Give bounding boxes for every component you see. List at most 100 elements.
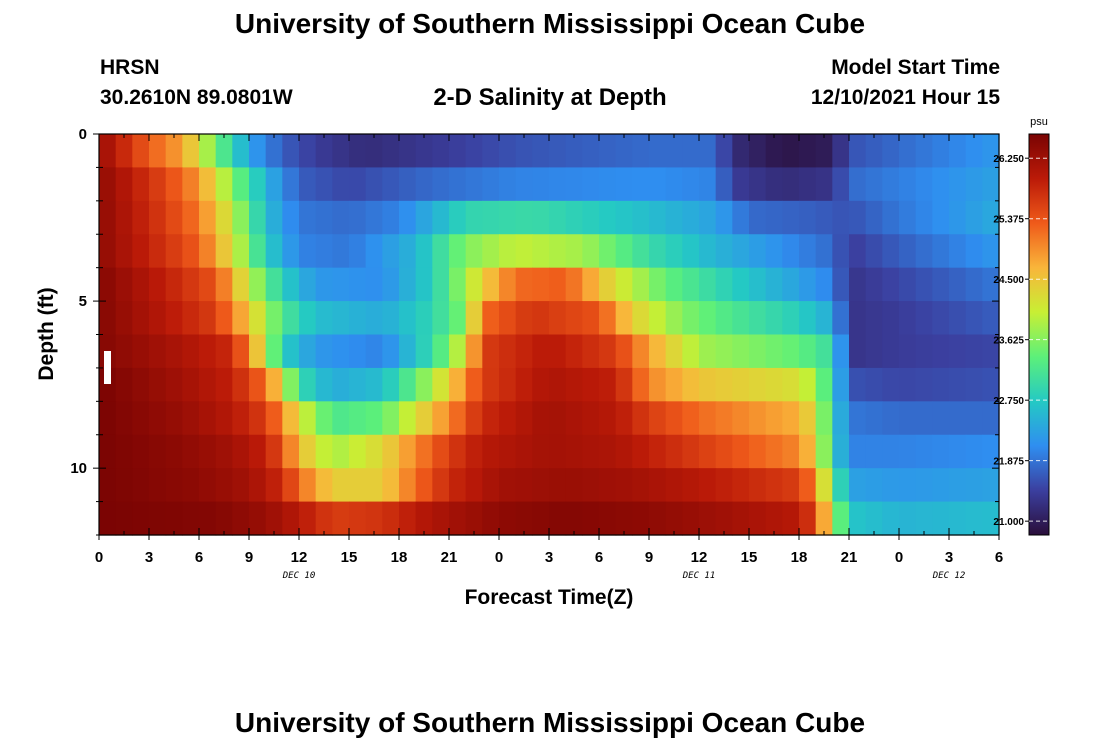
heatmap-cell (915, 501, 933, 536)
heatmap-cell (532, 200, 550, 235)
heatmap-cell (949, 301, 967, 336)
heatmap-cell (615, 200, 633, 235)
heatmap-cell (865, 267, 883, 302)
heatmap-cell (315, 234, 333, 269)
heatmap-cell (515, 134, 533, 169)
heatmap-cell (332, 367, 350, 402)
heatmap-cell (782, 301, 800, 336)
heatmap-cell (532, 434, 550, 469)
heatmap-cell (432, 167, 450, 202)
heatmap-cell (899, 434, 917, 469)
heatmap-cell (265, 200, 283, 235)
heatmap-cell (382, 401, 400, 436)
heatmap-cell (199, 134, 217, 169)
heatmap-cell (632, 301, 650, 336)
heatmap-cell (99, 401, 117, 436)
heatmap-cell (382, 468, 400, 503)
heatmap-cell (665, 468, 683, 503)
heatmap-cell (982, 434, 1000, 469)
heatmap-cell (899, 200, 917, 235)
heatmap-cell (549, 501, 567, 536)
heatmap-cell (199, 367, 217, 402)
heatmap-cell (699, 301, 717, 336)
heatmap-cell (182, 200, 200, 235)
heatmap-cell (665, 167, 683, 202)
heatmap-cell (565, 367, 583, 402)
heatmap-cell (665, 401, 683, 436)
heatmap-cell (132, 167, 150, 202)
heatmap-cell (432, 267, 450, 302)
heatmap-cell (482, 334, 500, 369)
x-tick-label: 3 (545, 549, 553, 566)
heatmap-cell (199, 434, 217, 469)
heatmap-cell (665, 334, 683, 369)
heatmap-cell (465, 234, 483, 269)
heatmap-cell (499, 167, 517, 202)
heatmap-cell (482, 167, 500, 202)
heatmap-cell (632, 134, 650, 169)
heatmap-cell (299, 200, 317, 235)
heatmap-cell (482, 267, 500, 302)
heatmap-cell (132, 334, 150, 369)
heatmap-cell (682, 301, 700, 336)
heatmap-cell (432, 134, 450, 169)
heatmap-cell (815, 167, 833, 202)
heatmap-cell (549, 134, 567, 169)
heatmap-cell (232, 234, 250, 269)
heatmap-cell (749, 334, 767, 369)
heatmap-cell (249, 468, 267, 503)
heatmap-cell (599, 401, 617, 436)
heatmap-cell (532, 367, 550, 402)
heatmap-cell (732, 301, 750, 336)
date-label: DEC 12 (932, 571, 966, 581)
heatmap-cell (582, 267, 600, 302)
heatmap-cell (882, 167, 900, 202)
heatmap-cell (732, 134, 750, 169)
x-tick-label: 3 (145, 549, 153, 566)
heatmap-cell (315, 367, 333, 402)
heatmap-cell (915, 468, 933, 503)
heatmap-cell (549, 234, 567, 269)
heatmap-cell (199, 267, 217, 302)
heatmap-cell (515, 501, 533, 536)
heatmap-cell (99, 234, 117, 269)
heatmap-cell (699, 367, 717, 402)
heatmap-cell (749, 367, 767, 402)
heatmap-cell (332, 234, 350, 269)
heatmap-cell (499, 501, 517, 536)
heatmap-cell (399, 167, 417, 202)
heatmap-cell (282, 234, 300, 269)
heatmap-cell (549, 267, 567, 302)
heatmap-cell (582, 334, 600, 369)
heatmap-cell (949, 468, 967, 503)
heatmap-cell (665, 200, 683, 235)
heatmap-cell (532, 134, 550, 169)
heatmap-cell (865, 234, 883, 269)
heatmap-cell (932, 468, 950, 503)
heatmap-cell (815, 134, 833, 169)
date-label: DEC 11 (682, 571, 716, 581)
heatmap-cell (165, 501, 183, 536)
heatmap-cell (415, 267, 433, 302)
heatmap-cell (715, 134, 733, 169)
heatmap-cell (982, 468, 1000, 503)
heatmap-cell (499, 200, 517, 235)
heatmap-cell (815, 501, 833, 536)
heatmap-cell (215, 301, 233, 336)
x-tick-label: 9 (245, 549, 253, 566)
heatmap-cell (365, 234, 383, 269)
heatmap-cell (382, 134, 400, 169)
x-tick-label: 21 (441, 549, 458, 566)
heatmap-cell (132, 234, 150, 269)
heatmap-cell (599, 301, 617, 336)
y-tick-label: 0 (79, 126, 87, 143)
heatmap-cell (665, 501, 683, 536)
heatmap-cell (915, 334, 933, 369)
heatmap-cell (899, 501, 917, 536)
heatmap-cell (215, 334, 233, 369)
heatmap-cell (315, 267, 333, 302)
heatmap-cell (549, 434, 567, 469)
heatmap-cell (132, 134, 150, 169)
heatmap-cell (299, 468, 317, 503)
heatmap-cell (765, 234, 783, 269)
